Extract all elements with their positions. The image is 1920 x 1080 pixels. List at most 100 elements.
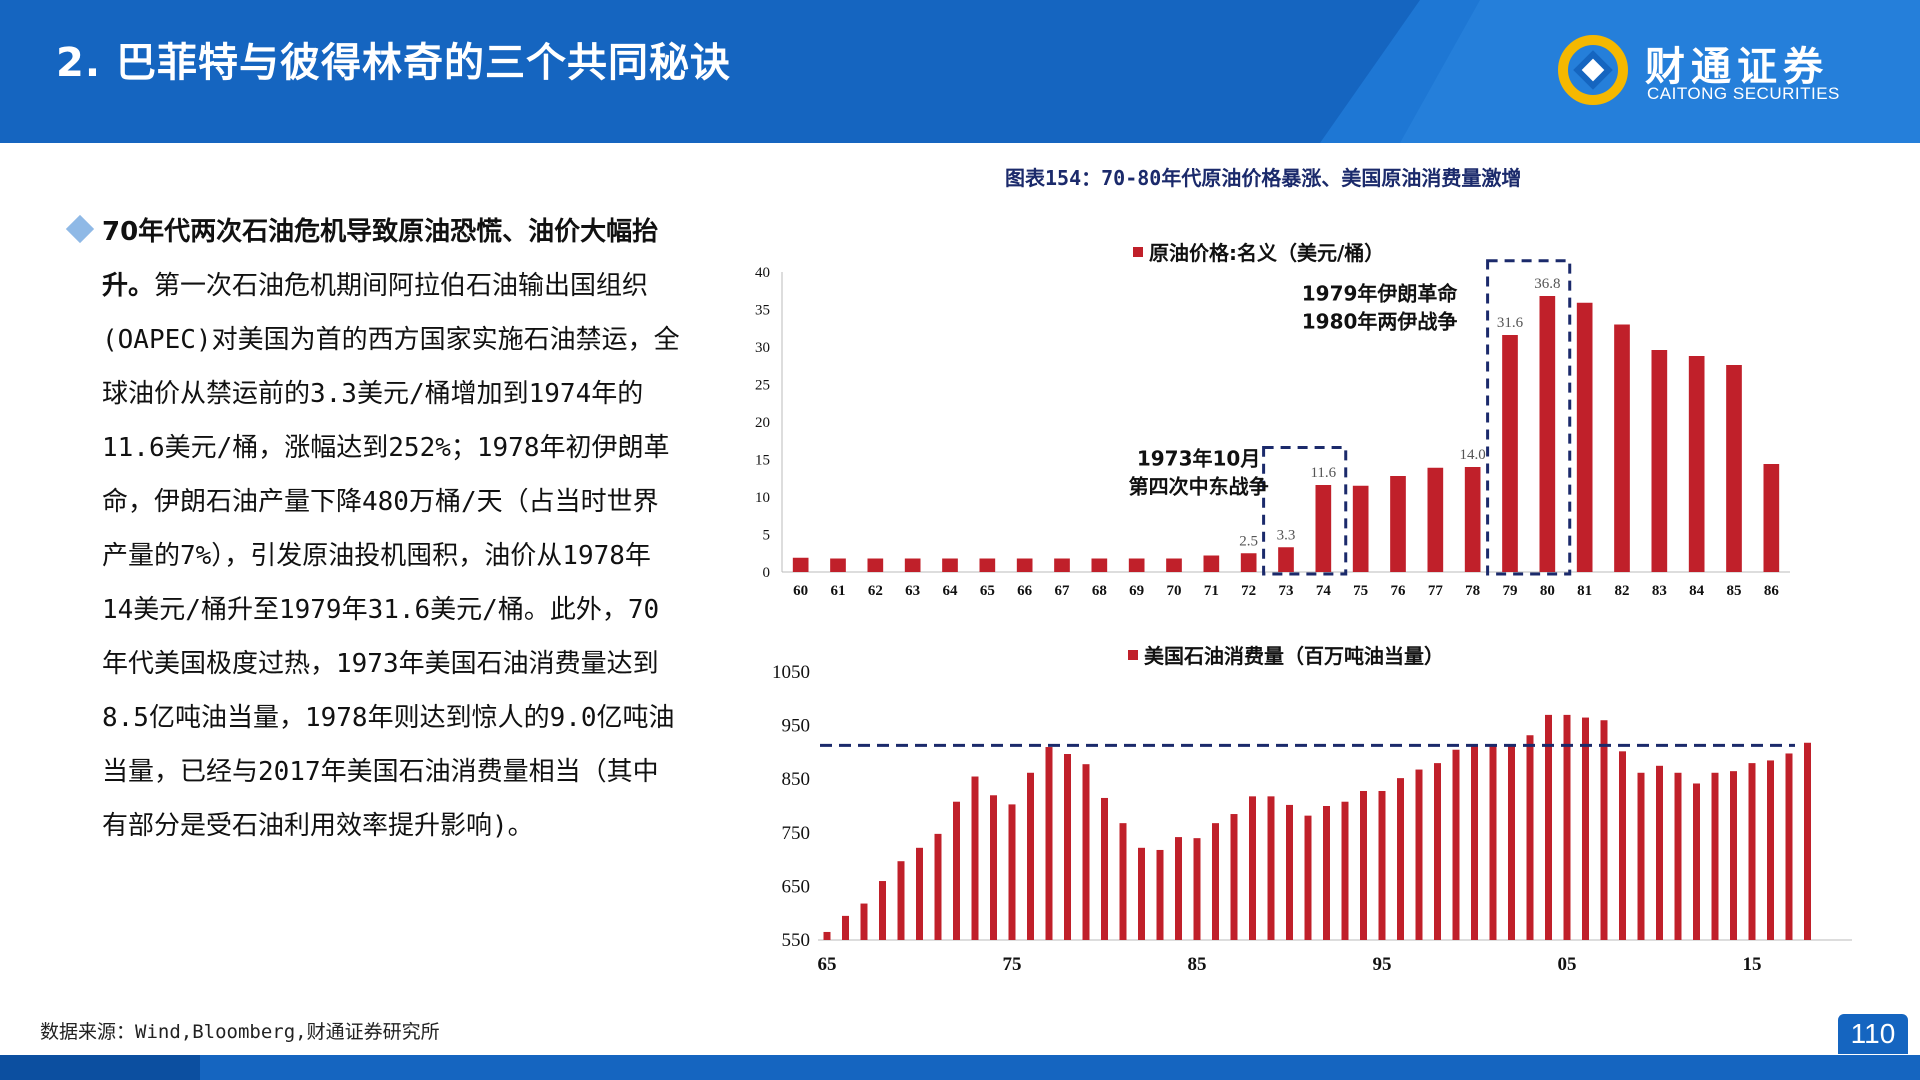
bar	[1452, 749, 1460, 940]
bar	[1711, 772, 1719, 940]
x-tick-label: 75	[1353, 583, 1368, 599]
bar	[1651, 350, 1668, 572]
x-tick-label: 82	[1615, 583, 1630, 599]
paragraph-lead: 70年代两次石油危机导致原油恐慌、油价大幅抬升。	[102, 217, 659, 301]
y-tick-label: 10	[755, 490, 770, 506]
bar	[1656, 765, 1663, 940]
data-label: 14.0	[1460, 447, 1486, 463]
x-tick-label: 64	[943, 583, 959, 599]
x-tick-label: 66	[1017, 583, 1033, 599]
bar	[971, 776, 979, 940]
bar	[1315, 485, 1332, 572]
y-tick-label: 5	[763, 528, 771, 544]
x-tick-label: 83	[1652, 583, 1667, 599]
bar	[879, 881, 886, 940]
page-title: 2. 巴菲特与彼得林奇的三个共同秘诀	[56, 40, 731, 86]
x-tick-label: 70	[1167, 583, 1182, 599]
bar	[1576, 302, 1593, 572]
x-tick-label: 76	[1391, 583, 1407, 599]
bar	[979, 558, 996, 572]
bar	[897, 861, 905, 940]
page-number: 110	[1838, 1014, 1908, 1054]
y-tick-label: 40	[755, 265, 770, 281]
bar	[792, 557, 809, 572]
bar	[1119, 823, 1127, 940]
x-tick-label: 67	[1055, 583, 1071, 599]
diamond-bullet-icon	[65, 214, 95, 244]
bar	[1763, 464, 1780, 572]
x-tick-label: 84	[1689, 583, 1705, 599]
x-tick-label: 62	[868, 583, 883, 599]
x-tick-label: 80	[1540, 583, 1555, 599]
bar	[1128, 558, 1145, 572]
logo-chinese-text: 财通证券	[1645, 44, 1829, 90]
bar	[1767, 760, 1774, 940]
data-label: 31.6	[1497, 315, 1524, 331]
bar	[1539, 296, 1556, 572]
x-tick-label: 05	[1558, 954, 1577, 975]
bar	[1804, 742, 1811, 940]
bar	[904, 558, 921, 572]
x-tick-label: 71	[1204, 583, 1219, 599]
bar	[1175, 837, 1182, 940]
bar	[1748, 763, 1756, 940]
bar	[1240, 553, 1257, 572]
bar	[1637, 772, 1645, 940]
y-tick-label: 750	[782, 823, 811, 844]
bar	[1045, 747, 1053, 940]
legend-oil-consumption: 美国石油消费量（百万吨油当量）	[1128, 640, 1444, 669]
x-tick-label: 68	[1092, 583, 1107, 599]
x-tick-label: 75	[1003, 954, 1022, 975]
bar	[1054, 558, 1070, 572]
bar	[1471, 744, 1478, 940]
bar	[867, 558, 884, 572]
x-tick-label: 15	[1743, 954, 1762, 975]
annotation-text: 1980年两伊战争	[1302, 310, 1458, 334]
bar	[1502, 335, 1518, 572]
bar	[1415, 769, 1423, 940]
legend-label: 美国石油消费量（百万吨油当量）	[1144, 644, 1444, 668]
legend-oil-price: 原油价格:名义（美元/桶）	[1133, 237, 1384, 266]
footer-bar-accent	[0, 1055, 200, 1080]
x-tick-label: 60	[793, 583, 808, 599]
legend-swatch	[1128, 649, 1138, 660]
bar	[1352, 485, 1369, 572]
bar	[842, 915, 849, 940]
body-paragraph: 70年代两次石油危机导致原油恐慌、油价大幅抬升。第一次石油危机期间阿拉伯石油输出…	[102, 205, 682, 853]
x-tick-label: 63	[905, 583, 920, 599]
bar	[860, 903, 868, 940]
bar	[1619, 751, 1626, 940]
oil-consumption-chart: 550 650 750 850 950 1050 65 75 85 95 05 15	[772, 662, 1852, 975]
figure-title: 图表154：70-80年代原油价格暴涨、美国原油消费量激增	[1005, 166, 1522, 190]
data-label: 11.6	[1310, 465, 1336, 481]
caitong-logo-icon	[1558, 35, 1628, 105]
bar	[1730, 771, 1737, 940]
bar	[1101, 797, 1108, 940]
bar	[1267, 796, 1275, 940]
annotation-text: 第四次中东战争	[1129, 475, 1269, 499]
bar	[1600, 720, 1608, 940]
bar	[1064, 754, 1071, 940]
y-tick-label: 0	[763, 565, 771, 581]
bar	[1203, 555, 1220, 572]
bar	[1082, 764, 1090, 940]
bar	[1304, 815, 1312, 940]
bar	[1545, 714, 1552, 940]
x-tick-label: 79	[1503, 583, 1518, 599]
annotation-text: 1973年10月	[1137, 447, 1261, 471]
bar	[1563, 714, 1571, 940]
bar	[942, 558, 958, 572]
bar	[1434, 763, 1441, 940]
y-tick-label: 550	[782, 930, 811, 951]
y-tick-label: 850	[782, 769, 811, 790]
header-banner: 2. 巴菲特与彼得林奇的三个共同秘诀 财通证券 CAITONG SECURITI…	[0, 0, 1920, 143]
x-tick-label: 81	[1577, 583, 1592, 599]
x-tick-label: 85	[1188, 954, 1207, 975]
bar	[1286, 804, 1293, 940]
bar	[1008, 804, 1016, 940]
bar	[1582, 717, 1589, 940]
logo-english-text: CAITONG SECURITIES	[1647, 84, 1840, 103]
bar	[1464, 467, 1481, 572]
bar	[1193, 838, 1201, 940]
data-label: 3.3	[1277, 527, 1296, 543]
